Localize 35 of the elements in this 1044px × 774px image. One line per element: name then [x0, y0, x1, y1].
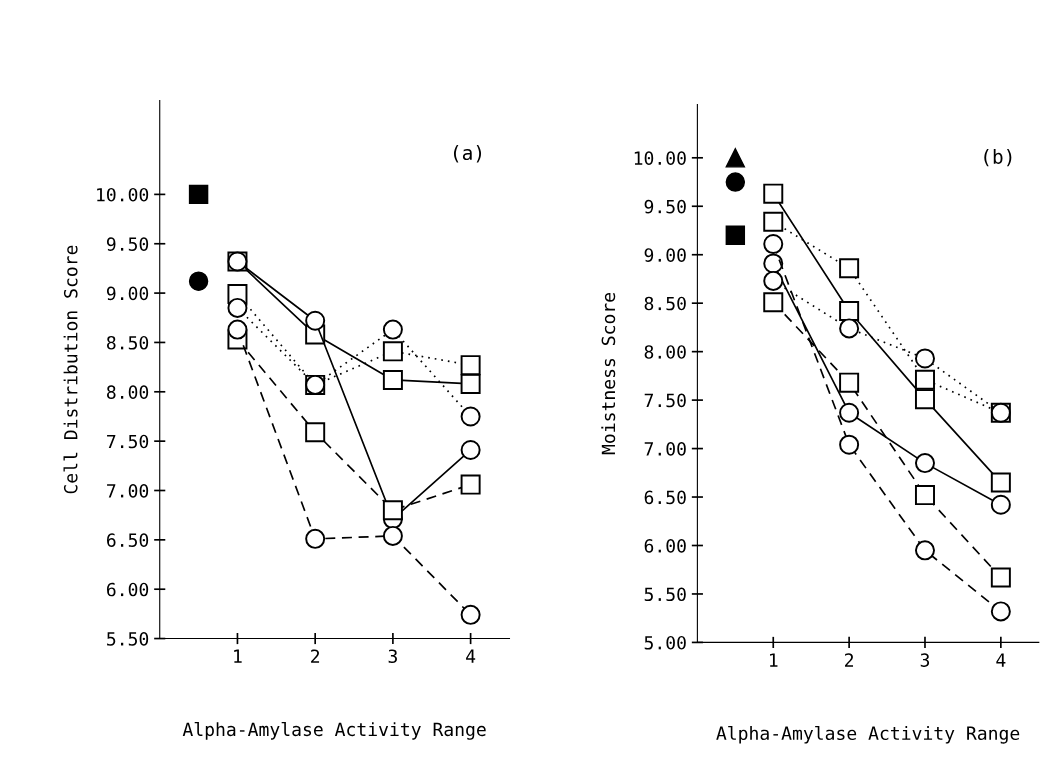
y-tick-label: 9.50: [106, 237, 149, 251]
y-tick-label: 8.50: [644, 296, 686, 311]
annotation: (a): [453, 145, 482, 163]
x-tick-label: 1: [769, 653, 778, 667]
y-tick-label: 10.00: [97, 187, 149, 202]
y-tick-label: 8.50: [106, 335, 149, 350]
x-tick-label: 3: [920, 653, 930, 667]
x-tick-label: 2: [311, 649, 320, 663]
y-tick-label: 10.00: [634, 151, 686, 165]
y-tick-label: 9.50: [644, 199, 686, 214]
y-tick-label: 7.00: [107, 484, 149, 498]
x-tick-label: 1: [234, 649, 242, 663]
y-axis-title: Cell Distribution Score: [63, 245, 78, 494]
x-axis-title: Alpha-Amylase Activity Range: [716, 725, 1020, 744]
y-axis-title: Moistness Score: [601, 292, 616, 455]
y-tick-label: 6.00: [107, 582, 149, 597]
y-tick-label: 8.00: [106, 385, 149, 399]
y-tick-label: 5.50: [644, 587, 686, 602]
x-tick-label: 4: [996, 653, 1006, 667]
y-tick-label: 5.00: [644, 635, 686, 650]
y-tick-label: 7.00: [644, 442, 686, 456]
x-tick-label: 2: [845, 653, 854, 667]
annotation: (b): [984, 148, 1012, 167]
x-tick-label: 3: [388, 649, 397, 664]
y-tick-label: 6.50: [107, 533, 149, 548]
y-tick-label: 9.00: [644, 248, 686, 262]
y-tick-label: 7.50: [107, 434, 149, 449]
x-tick-label: 4: [466, 649, 476, 663]
x-axis-title: Alpha-Amylase Activity Range: [182, 722, 486, 740]
y-tick-label: 7.50: [644, 393, 686, 408]
y-tick-label: 5.50: [107, 632, 149, 646]
y-tick-label: 8.00: [644, 345, 686, 359]
y-tick-label: 6.50: [644, 490, 686, 505]
y-tick-label: 6.00: [644, 539, 686, 553]
y-tick-label: 9.00: [106, 286, 149, 301]
